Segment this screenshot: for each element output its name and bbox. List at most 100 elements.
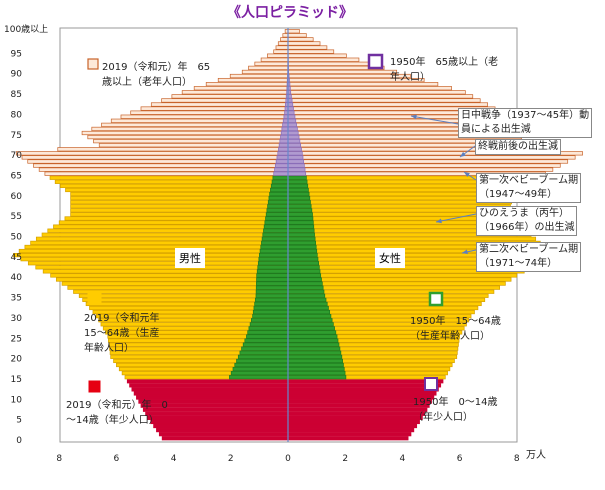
bar-1950-female-age-62 [287,183,309,189]
bar-1950-female-age-69 [287,155,304,160]
bar-2019-male-age-99 [282,33,289,38]
bar-2019-male-age-48 [30,240,289,245]
bar-2019-male-age-57 [70,204,289,209]
bar-2019-male-age-0 [161,436,289,441]
legend-square-work-2019 [87,290,102,305]
y-tick-label-60: 60 [11,192,23,202]
bar-2019-female-age-94 [287,53,347,58]
bar-1950-female-age-77 [287,122,297,127]
annotation-young-1950: 1950年 0～14歳 （年少人口） [413,397,498,423]
bar-2019-male-age-68 [27,159,289,164]
arrow-boom1-head [464,172,470,178]
annotation-boom2: 第二次ベビーブーム期 （1971～74年） [476,242,582,272]
annotation-hinoe: ひのえうま（丙午） （1966年）の出生減 [476,206,578,236]
bar-1950-male-age-30 [252,314,289,319]
bar-1950-male-age-29 [251,318,289,323]
bar-2019-male-age-11 [133,391,289,396]
bar-1950-female-age-82 [287,102,294,107]
bar-2019-male-age-1 [158,432,289,437]
bar-1950-female-age-73 [287,139,301,144]
bar-1950-male-age-46 [259,248,289,254]
bar-1950-male-age-16 [230,371,289,376]
bar-1950-female-age-26 [287,330,337,335]
y-tick-label-95: 95 [11,49,22,59]
bar-2019-female-age-40 [287,273,518,278]
male-label: 男性 [175,248,205,268]
legend-square-work-1950 [428,291,444,307]
bar-2019-male-age-94 [267,53,289,58]
bar-2019-female-age-68 [287,159,569,164]
y-tick-label-45: 45 [11,253,22,263]
bar-2019-male-age-79 [120,114,289,119]
bar-1950-female-age-42 [287,265,320,270]
bar-1950-female-age-67 [287,163,305,168]
annotation-old-2019: 2019（令和元）年 65 歳以上（老年人口） [102,62,211,88]
bar-1950-male-age-36 [255,289,289,294]
annotation-war: 日中戦争（1937～45年）動 員による出生減 [458,108,593,138]
y-tick-label-85: 85 [11,90,22,100]
bar-1950-female-age-61 [287,187,309,193]
bar-1950-female-age-43 [287,261,319,266]
bar-1950-male-age-54 [265,216,289,221]
bar-1950-male-age-15 [229,375,289,380]
y-tick-label-70: 70 [11,151,23,161]
female-label: 女性 [375,248,405,268]
arrow-war-head [411,114,417,120]
annotation-work-1950: 1950年 15～64歳 （生産年齢人口） [410,316,501,342]
bar-1950-female-age-79 [287,114,296,119]
bar-2019-female-age-93 [287,57,360,62]
bar-1950-male-age-20 [237,354,289,359]
bar-2019-female-age-8 [287,403,430,408]
bar-1950-male-age-45 [259,252,289,258]
bar-2019-male-age-64 [49,175,289,180]
bar-2019-female-age-13 [287,383,442,388]
bar-1950-male-age-72 [278,143,289,148]
bar-1950-female-age-34 [287,297,327,302]
bar-1950-male-age-28 [249,322,289,327]
bar-1950-female-age-25 [287,334,338,339]
bar-1950-male-age-63 [271,179,289,184]
bar-1950-female-age-46 [287,248,318,254]
bar-1950-male-age-77 [282,122,289,127]
bar-2019-male-age-87 [205,82,289,87]
bar-1950-male-age-59 [268,196,289,201]
bar-2019-male-age-4 [150,419,289,425]
bar-1950-male-age-17 [232,366,289,372]
bar-2019-male-age-82 [150,102,289,107]
bar-2019-female-age-66 [287,167,554,172]
bar-2019-female-age-14 [287,379,444,384]
bar-1950-male-age-38 [256,281,289,286]
bar-1950-female-age-76 [287,126,298,132]
bar-1950-male-age-41 [256,269,289,274]
bar-2019-female-age-92 [287,61,372,66]
bar-2019-male-age-50 [41,232,289,237]
bar-2019-male-age-92 [254,61,289,66]
bar-1950-female-age-64 [287,175,307,180]
annotation-young-2019: 2019（令和元）年 0 ～14歳（年少人口） [66,400,168,426]
bar-1950-male-age-40 [256,273,289,278]
bar-2019-male-age-56 [70,208,289,213]
x-tick-label-right-6: 6 [457,454,463,464]
bar-2019-male-age-93 [260,57,289,62]
bar-2019-female-age-99 [287,33,307,38]
y-tick-label-90: 90 [11,70,23,80]
bar-1950-female-age-60 [287,191,310,197]
x-tick-label-right-8: 8 [514,454,520,464]
bar-1950-female-age-55 [287,212,313,217]
bar-2019-male-age-62 [59,183,289,189]
bar-1950-male-age-52 [263,224,289,229]
y-tick-label-35: 35 [11,294,22,304]
bar-1950-female-age-78 [287,118,297,123]
bar-1950-female-age-47 [287,244,317,250]
bar-1950-male-age-25 [246,334,289,339]
annotation-end-war: 終戦前後の出生減 [475,139,561,155]
bar-1950-male-age-22 [241,346,289,351]
bar-1950-male-age-42 [257,265,289,270]
bar-2019-male-age-38 [61,281,289,286]
bar-2019-male-age-65 [44,171,289,176]
bar-2019-male-age-89 [229,73,289,79]
bar-1950-male-age-21 [239,350,289,355]
y-tick-label-25: 25 [11,334,22,344]
bar-1950-female-age-35 [287,293,326,298]
legend-squares [87,53,444,393]
